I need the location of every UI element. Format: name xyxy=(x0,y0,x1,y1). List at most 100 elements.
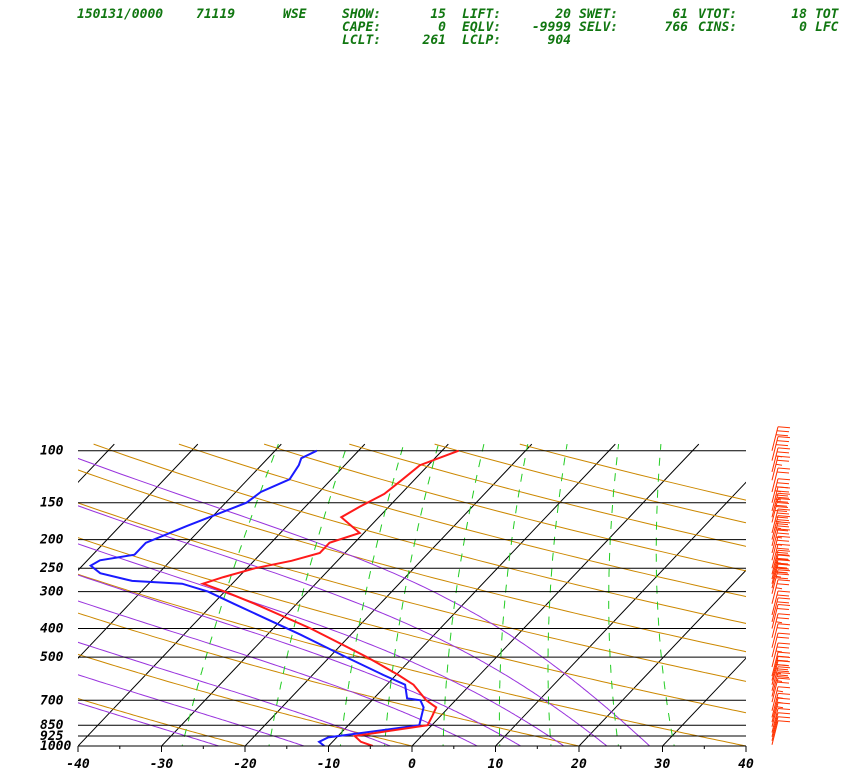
wind-barb-full-flag xyxy=(777,660,791,663)
mixing-ratio-line xyxy=(442,443,485,746)
wind-barb-full-flag xyxy=(777,642,791,645)
wind-barb xyxy=(771,712,791,737)
mixing-ratio-line xyxy=(498,444,529,746)
header-vtot-label: VTOT: xyxy=(698,7,737,22)
wind-barb-full-flag xyxy=(777,436,791,439)
wind-barb-full-flag xyxy=(776,636,790,639)
wind-barb-full-flag xyxy=(776,553,790,556)
wind-barb xyxy=(771,543,791,569)
header-lclt-label: LCLT: xyxy=(342,33,381,48)
wind-barb-half-flag xyxy=(775,621,783,624)
header-date: 150131/0000 xyxy=(77,7,163,22)
header-eqlv-value: -9999 xyxy=(532,20,571,35)
moist-adiabat-line xyxy=(78,457,651,746)
background-grid xyxy=(0,443,746,752)
wind-barb-full-flag xyxy=(775,434,789,437)
wind-barb-full-flag xyxy=(777,672,791,674)
wind-barb-full-flag xyxy=(777,579,791,582)
wind-barb-full-flag xyxy=(776,459,790,462)
wind-barb-staff xyxy=(771,716,779,741)
pressure-tick-label: 100 xyxy=(40,444,64,459)
wind-barb xyxy=(771,447,791,473)
wind-barb-full-flag xyxy=(777,677,791,680)
wind-barb-full-flag xyxy=(776,608,790,610)
wind-barb-full-flag xyxy=(777,590,791,593)
wind-barb-full-flag xyxy=(776,490,790,493)
wind-barb xyxy=(771,716,791,741)
wind-barb-full-flag xyxy=(777,508,791,511)
wind-barb-full-flag xyxy=(777,478,791,481)
wind-barb-full-flag xyxy=(775,551,789,554)
temperature-tick-label: -10 xyxy=(317,757,341,772)
wind-barb xyxy=(771,478,791,503)
dry-adiabat-line xyxy=(93,443,746,624)
dry-adiabat-line xyxy=(78,697,248,746)
temperature-axis: -40 -30 -20 -10 0 10 20 30 40 xyxy=(66,745,754,772)
wind-barb-full-flag xyxy=(777,528,791,531)
header-show-value: 15 xyxy=(430,7,446,22)
wind-barb-full-flag xyxy=(777,569,791,572)
wind-barb-full-flag xyxy=(775,668,789,671)
wind-barb-full-flag xyxy=(777,426,791,429)
dry-adiabat-line xyxy=(78,469,746,653)
wind-barb xyxy=(771,604,791,629)
header-cins-label: CINS: xyxy=(698,20,737,35)
wind-barb-full-flag xyxy=(777,486,791,489)
temperature-tick-label: 10 xyxy=(488,757,504,772)
temperature-tick-label: -30 xyxy=(150,757,174,772)
wind-barb-full-flag xyxy=(777,656,791,658)
wind-barb-half-flag xyxy=(775,543,783,546)
wind-barb-full-flag xyxy=(776,573,790,576)
dry-adiabat-line xyxy=(78,573,746,746)
wind-barb xyxy=(771,535,791,561)
pressure-tick-label: 300 xyxy=(39,585,64,600)
pressure-tick-label: 850 xyxy=(40,718,64,733)
wind-barb-full-flag xyxy=(777,692,791,695)
wind-barb xyxy=(771,579,791,604)
wind-barb xyxy=(771,672,791,697)
isotherm-line xyxy=(578,569,746,746)
wind-barb-full-flag xyxy=(776,519,790,522)
dry-adiabat-line xyxy=(78,502,746,682)
wind-barb-full-flag xyxy=(777,543,791,546)
wind-barb-full-flag xyxy=(776,482,790,485)
wind-barb-full-flag xyxy=(776,496,790,499)
pressure-tick-label: 700 xyxy=(40,693,64,708)
wind-barb xyxy=(771,436,791,461)
dry-adiabat-line xyxy=(263,443,746,572)
wind-barb xyxy=(771,686,791,711)
moist-adiabat-line xyxy=(78,543,565,746)
wind-barb xyxy=(771,597,791,623)
wind-barbs xyxy=(771,426,791,745)
header-cape-value: 0 xyxy=(438,20,446,35)
wind-barb xyxy=(771,455,791,481)
wind-barb-full-flag xyxy=(775,444,789,447)
pressure-tick-label: 250 xyxy=(39,561,64,576)
wind-barb-full-flag xyxy=(776,594,790,597)
wind-barb-full-flag xyxy=(777,651,791,654)
wind-barb-half-flag xyxy=(774,527,782,530)
wind-barb-full-flag xyxy=(777,686,791,689)
wind-barb-full-flag xyxy=(775,557,789,560)
header-tot-label: TOT xyxy=(815,7,840,22)
wind-barb-full-flag xyxy=(775,674,789,677)
wind-barb-full-flag xyxy=(776,502,790,504)
wind-barb xyxy=(771,498,791,523)
mixing-ratio-line xyxy=(547,444,568,746)
wind-barb-full-flag xyxy=(777,563,791,566)
wind-barb xyxy=(771,492,791,518)
wind-barb-half-flag xyxy=(775,536,783,539)
isotherm-line xyxy=(327,443,616,746)
wind-barb-full-flag xyxy=(777,712,791,715)
wind-barb-full-flag xyxy=(776,451,790,454)
wind-barb xyxy=(771,590,791,616)
wind-barb xyxy=(771,720,791,745)
header-lclp-value: 904 xyxy=(548,33,572,48)
header-station-code: WSE xyxy=(283,7,307,22)
wind-barb xyxy=(771,569,791,594)
isotherm-line xyxy=(0,444,31,752)
wind-barb-full-flag xyxy=(775,571,789,574)
header-station-id: 71119 xyxy=(196,7,235,22)
